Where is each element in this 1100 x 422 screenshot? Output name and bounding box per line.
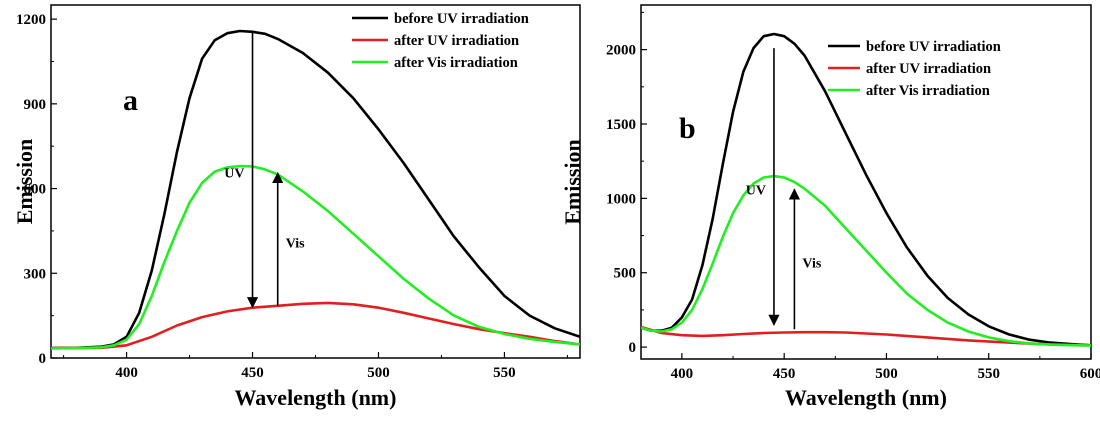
x-tick-label: 400: [671, 366, 694, 382]
x-axis-title: Wavelength (nm): [235, 385, 397, 410]
legend-entry-label: before UV irradiation: [866, 39, 1001, 55]
annotation-label-uv: UV: [224, 166, 244, 181]
legend-entry-label: after UV irradiation: [394, 33, 519, 49]
x-tick-label: 500: [875, 366, 898, 382]
y-axis-title: Emission: [12, 139, 37, 225]
x-tick-label: 450: [241, 365, 264, 381]
chart-panel-a: 400 450 500 550 0 300 600 900 1200 UV Vis before UV…: [12, 4, 581, 410]
legend-entry-label: after Vis irradiation: [866, 83, 990, 99]
y-tick-label: 1000: [606, 191, 636, 207]
y-tick-label: 900: [24, 97, 47, 113]
y-tick-label: 1500: [606, 117, 636, 133]
y-axis-title: Emission: [560, 139, 585, 225]
y-tick-label: 500: [614, 266, 637, 282]
x-tick-label: 500: [367, 365, 390, 381]
panel-label: a: [123, 84, 138, 117]
x-tick-label: 550: [493, 365, 516, 381]
series-line-after-vis-irradiation: [51, 164, 580, 350]
series-line-after-uv-irradiation: [51, 301, 580, 350]
x-tick-label: 550: [977, 366, 1000, 382]
annotation-label-uv: UV: [746, 183, 766, 198]
plot-area: [641, 32, 1091, 347]
panel-label: b: [679, 112, 696, 145]
series-line-after-vis-irradiation: [641, 174, 1091, 347]
series-line-before-uv-irradiation: [641, 32, 1091, 347]
y-tick-label: 2000: [606, 43, 636, 59]
legend: before UV irradiation after UV irradiatio…: [828, 39, 1001, 99]
x-tick-label: 400: [115, 365, 138, 381]
chart-panel-b: 400 450 500 550 600 0 500 1000 1500 2000 UV Vis befo…: [560, 4, 1100, 410]
x-axis-title: Wavelength (nm): [785, 385, 947, 410]
annotation-label-vis: Vis: [802, 256, 821, 271]
annotation-label-vis: Vis: [286, 236, 305, 251]
y-tick-label: 300: [24, 266, 47, 282]
legend-entry-label: after UV irradiation: [866, 61, 991, 77]
legend-entry-label: before UV irradiation: [394, 11, 529, 27]
legend-entry-label: after Vis irradiation: [394, 55, 518, 71]
x-tick-label: 450: [773, 366, 796, 382]
y-tick-label: 0: [629, 340, 637, 356]
series-line-before-uv-irradiation: [51, 29, 580, 350]
legend: before UV irradiation after UV irradiatio…: [352, 11, 529, 71]
plot-frame: [640, 4, 1092, 360]
x-tick-label: 600: [1080, 366, 1100, 382]
series-line-after-uv-irradiation: [641, 325, 1091, 347]
y-tick-label: 0: [39, 351, 47, 367]
plot-area: [51, 29, 580, 350]
y-tick-label: 1200: [16, 12, 46, 28]
y-tick-label: 600: [24, 182, 47, 198]
